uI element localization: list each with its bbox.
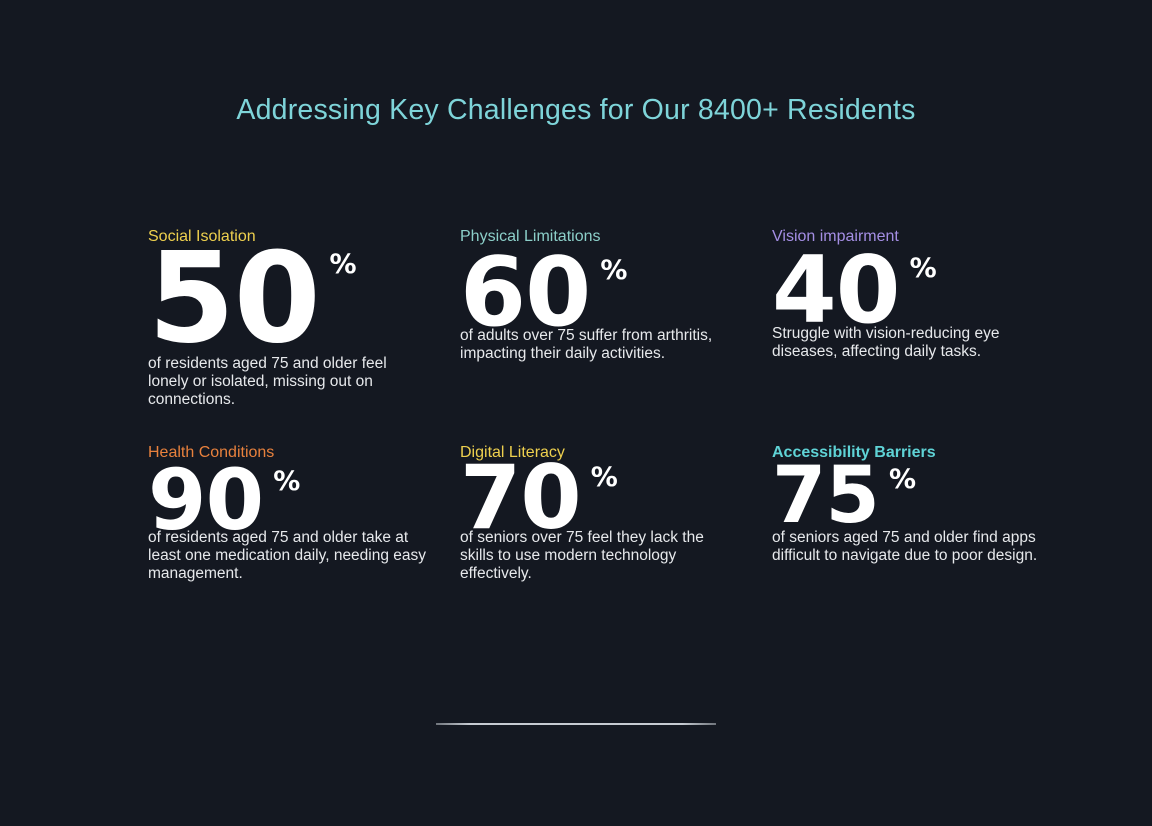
stat-label: Health Conditions (148, 444, 275, 461)
stat-value: 60 (460, 238, 591, 348)
percent-sign: % (600, 255, 627, 286)
stat-description: of adults over 75 suffer from arthritis,… (460, 327, 713, 362)
percent-sign: % (590, 462, 618, 493)
stat-label: Social Isolation (148, 228, 256, 245)
stat-value: 70 (460, 446, 582, 549)
stat-description: of residents aged 75 and older take at l… (148, 529, 427, 582)
stat-label: Physical Limitations (460, 228, 601, 245)
stat-card-physical-limitations: Physical Limitations 60 % of adults over… (460, 228, 740, 444)
bottom-divider-line (436, 723, 716, 725)
stat-value-row: 70 % (460, 454, 740, 542)
stat-value-row: 90 % (148, 458, 428, 542)
stat-value-row: 50 % (148, 236, 428, 361)
stat-card-digital-literacy: Digital Literacy 70 % of seniors over 75… (460, 444, 740, 583)
stat-value-row: 75 % (772, 457, 1052, 535)
stat-card-social-isolation: Social Isolation 50 % of residents aged … (148, 228, 428, 444)
stat-label: Vision impairment (772, 228, 899, 245)
stats-grid: Social Isolation 50 % of residents aged … (148, 228, 1052, 583)
stat-value: 75 (772, 451, 880, 541)
percent-sign: % (909, 253, 937, 284)
stat-value: 40 (772, 236, 900, 344)
stat-label: Accessibility Barriers (772, 444, 936, 461)
page-title: Addressing Key Challenges for Our 8400+ … (236, 94, 916, 126)
stat-value: 50 (148, 226, 321, 371)
stat-description: of seniors aged 75 and older find apps d… (772, 529, 1038, 564)
stat-value-row: 40 % (772, 244, 1052, 337)
percent-sign: % (329, 249, 356, 280)
stat-card-health-conditions: Health Conditions 90 % of residents aged… (148, 444, 428, 583)
stat-description: of residents aged 75 and older feel lone… (148, 355, 387, 408)
stat-label: Digital Literacy (460, 444, 565, 461)
stat-description: Struggle with vision-reducing eye diseas… (772, 325, 1000, 360)
percent-sign: % (273, 466, 300, 497)
stat-description: of seniors over 75 feel they lack the sk… (460, 529, 704, 582)
stat-card-vision-impairment: Vision impairment 40 % Struggle with vis… (772, 228, 1052, 444)
stat-value: 90 (148, 451, 264, 549)
percent-sign: % (889, 464, 916, 495)
stat-card-accessibility-barriers: Accessibility Barriers 75 % of seniors a… (772, 444, 1052, 583)
stat-value-row: 60 % (460, 246, 740, 341)
